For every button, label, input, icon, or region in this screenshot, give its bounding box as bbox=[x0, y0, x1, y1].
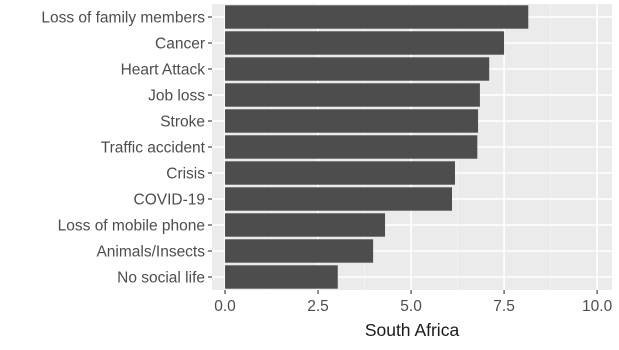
bar bbox=[225, 187, 452, 211]
bar bbox=[225, 135, 478, 159]
y-axis: Loss of family members Cancer Heart Attack… bbox=[41, 10, 212, 287]
bar bbox=[225, 57, 490, 81]
bar bbox=[225, 31, 505, 55]
bar bbox=[225, 83, 480, 107]
y-tick-label: Loss of family members bbox=[41, 10, 205, 27]
x-tick-label: 0.0 bbox=[214, 298, 236, 315]
y-tick-label: Loss of mobile phone bbox=[58, 218, 205, 235]
y-tick-label: Heart Attack bbox=[121, 62, 206, 79]
x-tick-label: 7.5 bbox=[493, 298, 515, 315]
y-tick-label: Animals/Insects bbox=[96, 244, 205, 261]
bar bbox=[225, 5, 529, 29]
y-tick-label: COVID-19 bbox=[134, 192, 206, 209]
bar bbox=[225, 161, 455, 185]
y-tick-label: No social life bbox=[117, 270, 205, 287]
y-tick-label: Job loss bbox=[148, 88, 205, 105]
x-axis: 0.0 2.5 5.0 7.5 10.0 bbox=[214, 290, 613, 315]
y-tick-label: Crisis bbox=[166, 166, 205, 183]
x-tick-label: 5.0 bbox=[400, 298, 422, 315]
bar bbox=[225, 239, 374, 263]
bar bbox=[225, 109, 479, 133]
bars bbox=[225, 5, 529, 289]
y-tick-label: Stroke bbox=[160, 114, 205, 131]
x-tick-label: 2.5 bbox=[307, 298, 329, 315]
y-tick-label: Cancer bbox=[155, 36, 205, 53]
bar bbox=[225, 265, 338, 289]
x-tick-label: 10.0 bbox=[582, 298, 613, 315]
x-axis-title: South Africa bbox=[365, 320, 460, 340]
y-tick-label: Traffic accident bbox=[101, 140, 206, 157]
bar bbox=[225, 213, 386, 237]
